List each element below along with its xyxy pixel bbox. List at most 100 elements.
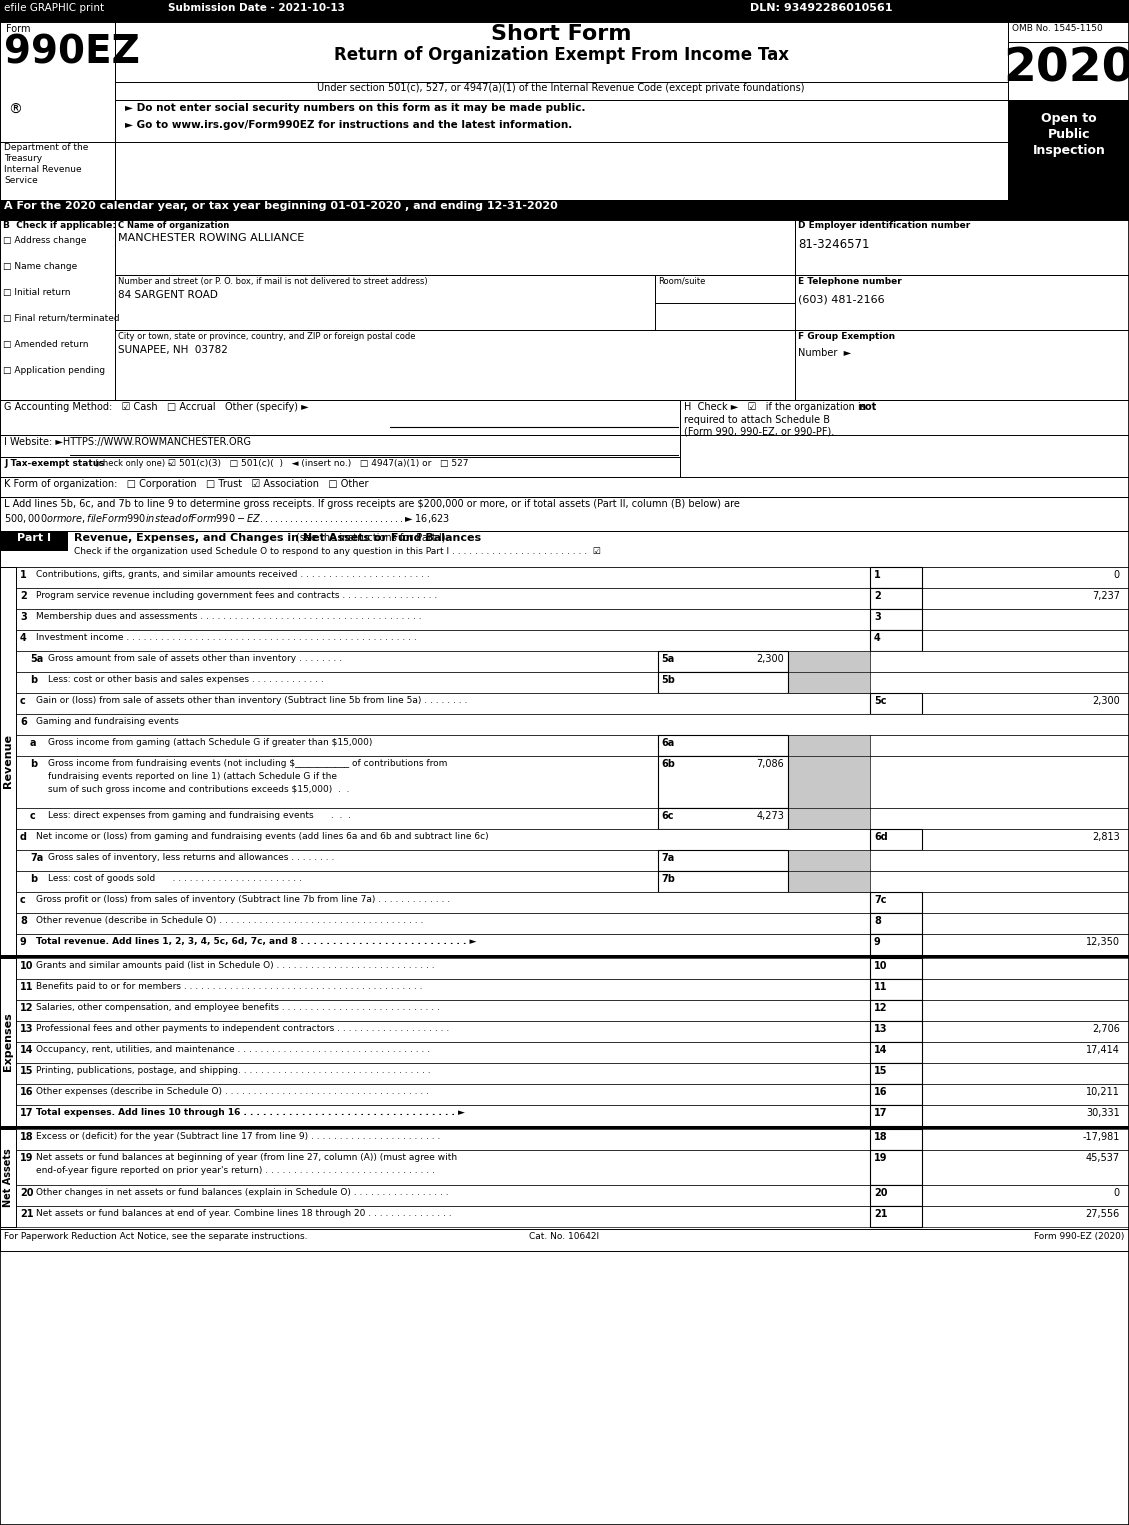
Text: (check only one) -: (check only one) - (95, 459, 170, 468)
Text: fundraising events reported on line 1) (attach Schedule G if the: fundraising events reported on line 1) (… (49, 772, 336, 781)
Bar (16, 1106, 1129, 1125)
Bar (16, 608, 1129, 630)
Text: Professional fees and other payments to independent contractors . . . . . . . . : Professional fees and other payments to … (36, 1023, 449, 1032)
Bar (788, 849, 870, 871)
Text: Gross sales of inventory, less returns and allowances . . . . . . . .: Gross sales of inventory, less returns a… (49, 852, 334, 862)
Bar (658, 735, 788, 756)
Text: G Accounting Method:   ☑ Cash   □ Accrual   Other (specify) ►: G Accounting Method: ☑ Cash □ Accrual Ot… (5, 403, 308, 412)
Text: Less: cost or other basis and sales expenses . . . . . . . . . . . . .: Less: cost or other basis and sales expe… (49, 676, 324, 685)
Text: K Form of organization:   □ Corporation   □ Trust   ☑ Association   □ Other: K Form of organization: □ Corporation □ … (5, 479, 368, 490)
Bar (0, 220, 115, 400)
Text: 4: 4 (874, 633, 881, 644)
Text: □ Address change: □ Address change (3, 236, 87, 246)
Bar (870, 892, 922, 913)
Text: E Telephone number: E Telephone number (798, 278, 902, 287)
Bar (870, 830, 922, 849)
Text: Total revenue. Add lines 1, 2, 3, 4, 5c, 6d, 7c, and 8 . . . . . . . . . . . . .: Total revenue. Add lines 1, 2, 3, 4, 5c,… (36, 936, 476, 946)
Text: required to attach Schedule B: required to attach Schedule B (684, 415, 830, 425)
Text: Total expenses. Add lines 10 through 16 . . . . . . . . . . . . . . . . . . . . : Total expenses. Add lines 10 through 16 … (36, 1109, 465, 1116)
Text: Program service revenue including government fees and contracts . . . . . . . . : Program service revenue including govern… (36, 592, 437, 599)
Text: Contributions, gifts, grants, and similar amounts received . . . . . . . . . . .: Contributions, gifts, grants, and simila… (36, 570, 430, 580)
Bar (788, 756, 870, 808)
Text: Gross amount from sale of assets other than inventory . . . . . . . .: Gross amount from sale of assets other t… (49, 654, 342, 663)
Text: Investment income . . . . . . . . . . . . . . . . . . . . . . . . . . . . . . . : Investment income . . . . . . . . . . . … (36, 633, 417, 642)
Bar (16, 1128, 1129, 1150)
Bar (16, 651, 1129, 673)
Bar (0, 1229, 1129, 1250)
Bar (16, 979, 1129, 1000)
Bar (658, 808, 788, 830)
Bar (658, 849, 788, 871)
Text: ®: ® (8, 104, 21, 117)
Text: Form: Form (6, 24, 30, 34)
Bar (680, 400, 1129, 435)
Bar (870, 1150, 922, 1185)
Bar (115, 220, 795, 274)
Bar (0, 1125, 1129, 1128)
Bar (0, 1128, 16, 1228)
Text: ► Go to www.irs.gov/Form990EZ for instructions and the latest information.: ► Go to www.irs.gov/Form990EZ for instru… (125, 120, 572, 130)
Text: For Paperwork Reduction Act Notice, see the separate instructions.: For Paperwork Reduction Act Notice, see … (5, 1232, 307, 1241)
Text: Net assets or fund balances at beginning of year (from line 27, column (A)) (mus: Net assets or fund balances at beginning… (36, 1153, 457, 1162)
Text: 2,706: 2,706 (1092, 1023, 1120, 1034)
Text: 17,414: 17,414 (1086, 1045, 1120, 1055)
Text: Number  ►: Number ► (798, 348, 851, 358)
Text: Less: direct expenses from gaming and fundraising events      .  .  .: Less: direct expenses from gaming and fu… (49, 811, 351, 820)
Text: 7,086: 7,086 (756, 759, 784, 769)
Text: 990EZ: 990EZ (5, 34, 140, 72)
Bar (16, 1206, 1129, 1228)
Text: 84 SARGENT ROAD: 84 SARGENT ROAD (119, 290, 218, 300)
Text: Under section 501(c), 527, or 4947(a)(1) of the Internal Revenue Code (except pr: Under section 501(c), 527, or 4947(a)(1)… (317, 82, 805, 93)
Bar (788, 808, 870, 830)
Text: Net Assets: Net Assets (3, 1148, 14, 1208)
Bar (16, 871, 1129, 892)
Text: c: c (20, 895, 26, 904)
Text: sum of such gross income and contributions exceeds $15,000)  .  .: sum of such gross income and contributio… (49, 785, 350, 795)
Bar (0, 955, 1129, 958)
Text: 6a: 6a (660, 738, 674, 747)
Bar (0, 21, 115, 200)
Text: 4,273: 4,273 (756, 811, 784, 820)
Bar (658, 651, 788, 673)
Text: Benefits paid to or for members . . . . . . . . . . . . . . . . . . . . . . . . : Benefits paid to or for members . . . . … (36, 982, 422, 991)
Text: Other revenue (describe in Schedule O) . . . . . . . . . . . . . . . . . . . . .: Other revenue (describe in Schedule O) .… (36, 917, 423, 926)
Text: OMB No. 1545-1150: OMB No. 1545-1150 (1012, 24, 1103, 34)
Bar (16, 1150, 1129, 1185)
Text: efile GRAPHIC print: efile GRAPHIC print (5, 3, 104, 14)
Bar (0, 958, 16, 1125)
Text: c: c (20, 695, 26, 706)
Bar (795, 220, 1129, 274)
Bar (788, 673, 870, 692)
Text: Return of Organization Exempt From Income Tax: Return of Organization Exempt From Incom… (333, 46, 788, 64)
Text: not: not (858, 403, 876, 412)
Text: Printing, publications, postage, and shipping. . . . . . . . . . . . . . . . . .: Printing, publications, postage, and shi… (36, 1066, 430, 1075)
Text: -17,981: -17,981 (1083, 1132, 1120, 1142)
Bar (870, 933, 922, 955)
Bar (16, 589, 1129, 608)
Text: 13: 13 (874, 1023, 887, 1034)
Text: 15: 15 (20, 1066, 34, 1077)
Text: 7a: 7a (30, 852, 43, 863)
Text: b: b (30, 874, 37, 884)
Bar (16, 958, 1129, 979)
Text: Revenue, Expenses, and Changes in Net Assets or Fund Balances: Revenue, Expenses, and Changes in Net As… (75, 534, 481, 543)
Text: a: a (30, 738, 36, 747)
Bar (1008, 21, 1129, 43)
Text: Room/suite: Room/suite (658, 278, 706, 287)
Text: 2020: 2020 (1004, 46, 1129, 92)
Text: D Employer identification number: D Employer identification number (798, 221, 970, 230)
Text: 19: 19 (20, 1153, 34, 1164)
Text: C Name of organization: C Name of organization (119, 221, 229, 230)
Text: b: b (30, 759, 37, 769)
Bar (0, 400, 680, 435)
Bar (870, 608, 922, 630)
Text: □ Initial return: □ Initial return (3, 288, 70, 297)
Text: 5a: 5a (660, 654, 674, 663)
Bar (658, 871, 788, 892)
Bar (16, 692, 1129, 714)
Bar (870, 913, 922, 933)
Bar (788, 871, 870, 892)
Bar (870, 1128, 922, 1150)
Text: □ Amended return: □ Amended return (3, 340, 88, 349)
Text: □ Application pending: □ Application pending (3, 366, 105, 375)
